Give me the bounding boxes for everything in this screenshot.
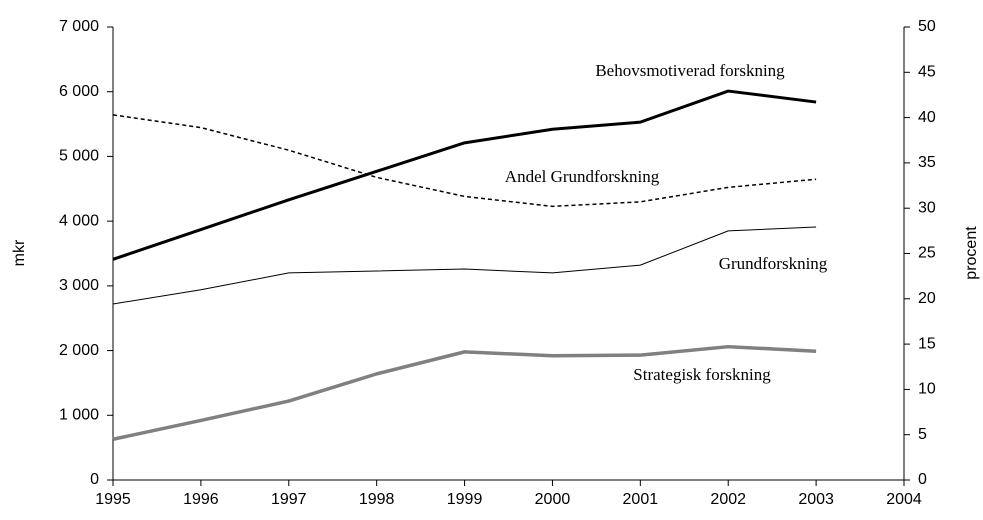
series-label: Andel Grundforskning bbox=[505, 167, 660, 186]
y-tick-label: 0 bbox=[90, 471, 99, 488]
x-tick-label: 2004 bbox=[886, 491, 922, 508]
y-tick-label: 4 000 bbox=[59, 212, 99, 229]
y-axis-label: mkr bbox=[11, 239, 28, 266]
y2-tick-label: 40 bbox=[918, 109, 936, 126]
y2-tick-label: 50 bbox=[918, 18, 936, 35]
x-tick-label: 1999 bbox=[447, 491, 483, 508]
y2-tick-label: 20 bbox=[918, 290, 936, 307]
y2-tick-label: 10 bbox=[918, 381, 936, 398]
y2-tick-label: 45 bbox=[918, 64, 936, 81]
x-tick-label: 2001 bbox=[623, 491, 659, 508]
series-label: Strategisk forskning bbox=[633, 365, 771, 384]
x-tick-label: 2000 bbox=[535, 491, 571, 508]
x-tick-label: 1998 bbox=[359, 491, 395, 508]
series-label: Behovsmotiverad forskning bbox=[595, 61, 785, 80]
x-tick-label: 1997 bbox=[271, 491, 307, 508]
x-tick-label: 1995 bbox=[95, 491, 131, 508]
y-tick-label: 1 000 bbox=[59, 407, 99, 424]
x-tick-label: 2003 bbox=[798, 491, 834, 508]
series-line bbox=[112, 114, 817, 208]
y2-tick-label: 15 bbox=[918, 335, 936, 352]
series-line bbox=[112, 344, 817, 441]
x-tick-label: 2002 bbox=[710, 491, 746, 508]
series-label: Grundforskning bbox=[719, 254, 828, 273]
y-tick-label: 7 000 bbox=[59, 18, 99, 35]
series-line bbox=[112, 89, 817, 261]
y2-tick-label: 30 bbox=[918, 199, 936, 216]
y2-tick-label: 0 bbox=[918, 471, 927, 488]
y-tick-label: 2 000 bbox=[59, 342, 99, 359]
y-tick-label: 6 000 bbox=[59, 83, 99, 100]
y-tick-label: 5 000 bbox=[59, 148, 99, 165]
series-line bbox=[112, 226, 817, 305]
y-tick-label: 3 000 bbox=[59, 277, 99, 294]
y2-tick-label: 5 bbox=[918, 426, 927, 443]
y2-tick-label: 25 bbox=[918, 245, 936, 262]
y2-axis-label: procent bbox=[963, 226, 980, 280]
x-tick-label: 1996 bbox=[183, 491, 219, 508]
y2-tick-label: 35 bbox=[918, 154, 936, 171]
